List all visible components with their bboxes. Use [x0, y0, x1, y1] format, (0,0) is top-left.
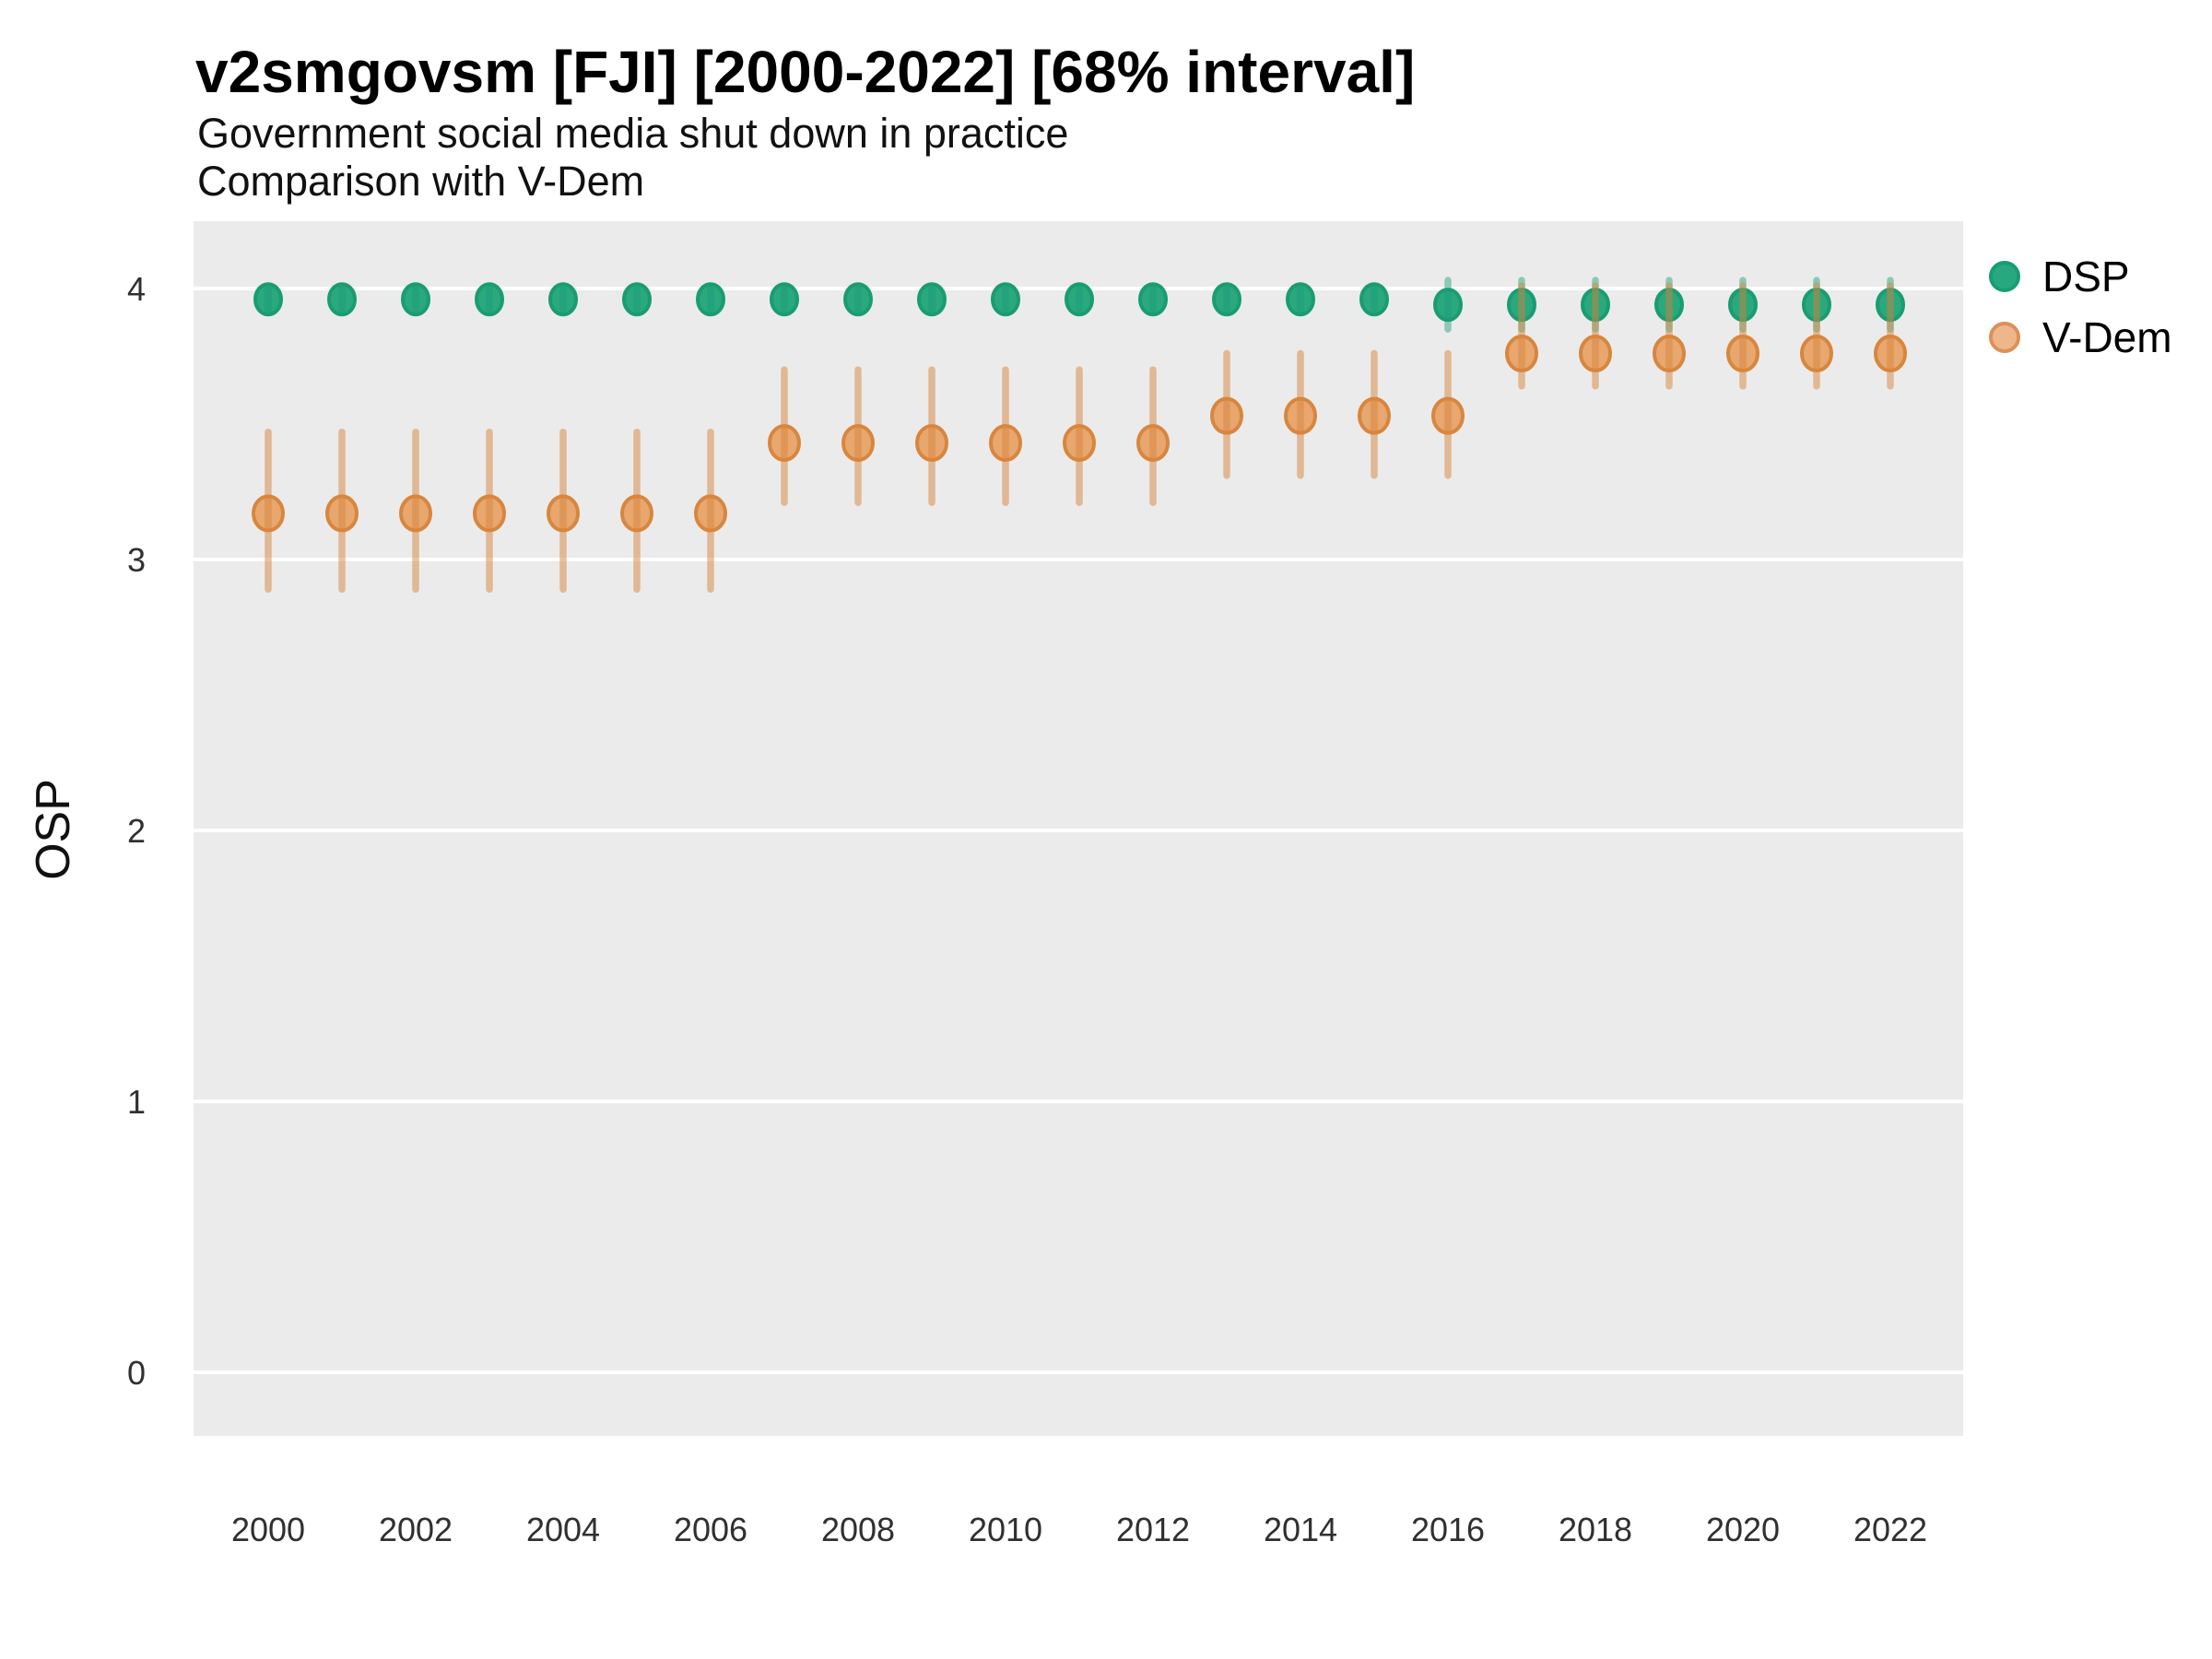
legend-entry-vdem: V-Dem	[1989, 313, 2172, 361]
legend-entry-dsp: DSP	[1989, 253, 2172, 300]
dsp-point	[1433, 288, 1463, 323]
x-tick-label: 2016	[1411, 1511, 1485, 1548]
x-tick-label: 2010	[969, 1511, 1042, 1548]
dsp-point	[253, 282, 283, 317]
vdem-legend-dot-icon	[1989, 322, 2020, 353]
page-title: v2smgovsm [FJI] [2000-2022] [68% interva…	[195, 39, 1416, 105]
dsp-point	[991, 282, 1020, 317]
x-tick-label: 2014	[1264, 1511, 1337, 1548]
x-tick-label: 2006	[674, 1511, 747, 1548]
x-tick-label: 2004	[526, 1511, 600, 1548]
dsp-point	[622, 282, 652, 317]
dsp-point	[548, 282, 578, 317]
y-tick-label: 3	[127, 541, 146, 579]
dsp-point	[917, 282, 947, 317]
y-tick-label: 0	[127, 1354, 146, 1392]
x-tick-label: 2002	[379, 1511, 453, 1548]
x-tick-label: 2018	[1559, 1511, 1632, 1548]
chart-subtitle-comparison: Comparison with V-Dem	[197, 158, 645, 205]
dsp-point	[843, 282, 873, 317]
dsp-point	[401, 282, 430, 317]
x-tick-label: 2000	[231, 1511, 305, 1548]
dsp-point	[1138, 282, 1168, 317]
dsp-point	[1212, 282, 1241, 317]
dsp-point	[1065, 282, 1094, 317]
x-tick-label: 2012	[1116, 1511, 1190, 1548]
dsp-point	[770, 282, 799, 317]
dsp-point	[1286, 282, 1315, 317]
x-tick-label: 2020	[1706, 1511, 1780, 1548]
legend: DSP V-Dem	[1989, 253, 2172, 361]
legend-label-dsp: DSP	[2042, 253, 2130, 300]
x-tick-label: 2008	[821, 1511, 895, 1548]
y-axis-title: OSP	[27, 779, 80, 880]
chart-subtitle-variable: Government social media shut down in pra…	[197, 110, 1069, 157]
y-tick-label: 1	[127, 1083, 146, 1121]
dsp-point	[475, 282, 504, 317]
dsp-point	[1359, 282, 1389, 317]
dsp-point	[327, 282, 357, 317]
y-tick-label: 4	[127, 270, 146, 308]
x-tick-label: 2022	[1853, 1511, 1927, 1548]
y-tick-label: 2	[127, 812, 146, 850]
dsp-point	[696, 282, 725, 317]
dsp-legend-dot-icon	[1989, 261, 2020, 292]
legend-label-vdem: V-Dem	[2042, 313, 2172, 361]
